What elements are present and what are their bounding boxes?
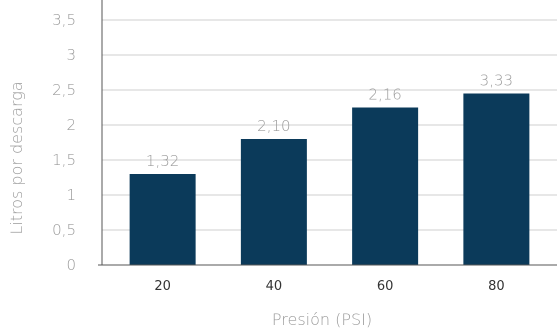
bar [240, 139, 307, 265]
bar-data-label: 3,33 [480, 72, 513, 90]
y-tick-label: 0,5 [52, 221, 76, 239]
bar-data-label: 1,32 [146, 152, 179, 170]
y-tick-label: 1 [66, 186, 76, 204]
y-tick-label: 2,5 [52, 81, 76, 99]
bars [129, 93, 530, 265]
data-labels: 1,32 2,10 2,16 3,33 [146, 72, 513, 171]
x-tick-label: 60 [377, 279, 394, 294]
bar [463, 93, 530, 265]
bar-data-label: 2,10 [257, 117, 290, 135]
x-axis-title: Presión (PSI) [272, 310, 372, 329]
bar [129, 174, 196, 265]
x-axis-ticks: 20 40 60 80 [154, 279, 504, 294]
x-tick-label: 20 [154, 279, 171, 294]
bar [352, 107, 419, 265]
x-tick-label: 80 [488, 279, 505, 294]
x-tick-label: 40 [266, 279, 283, 294]
y-axis-title: Litros por descarga [7, 81, 26, 234]
y-tick-label: 2 [66, 116, 76, 134]
y-axis-ticks: 0 0,5 1 1,5 2 2,5 3 3,5 [52, 11, 76, 274]
bar-data-label: 2,16 [368, 86, 401, 104]
y-tick-label: 3 [66, 46, 76, 64]
y-tick-label: 0 [66, 256, 76, 274]
y-tick-label: 1,5 [52, 151, 76, 169]
y-tick-label: 3,5 [52, 11, 76, 29]
